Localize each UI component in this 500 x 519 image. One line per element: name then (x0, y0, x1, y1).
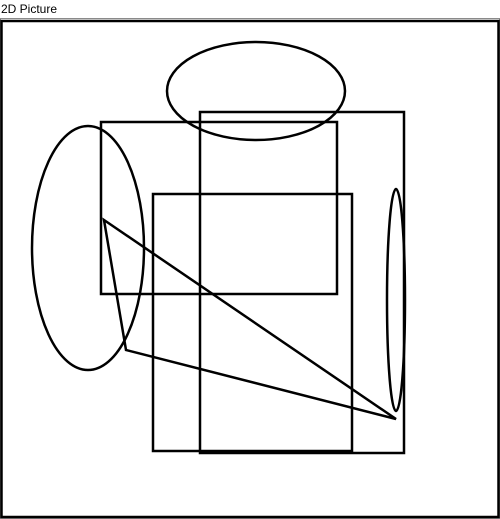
ellipse-right-narrow (385, 187, 407, 413)
drawing-canvas (0, 18, 500, 519)
title-bar: 2D Picture (0, 0, 500, 18)
rectangle-center (151, 192, 354, 453)
ellipse-top (165, 40, 347, 142)
triangle (102, 217, 397, 421)
ellipse-left (30, 124, 146, 372)
canvas-border (0, 19, 500, 519)
rectangle-upper-left (99, 120, 339, 296)
rectangle-tall-right (198, 110, 406, 455)
window-title: 2D Picture (1, 2, 58, 16)
